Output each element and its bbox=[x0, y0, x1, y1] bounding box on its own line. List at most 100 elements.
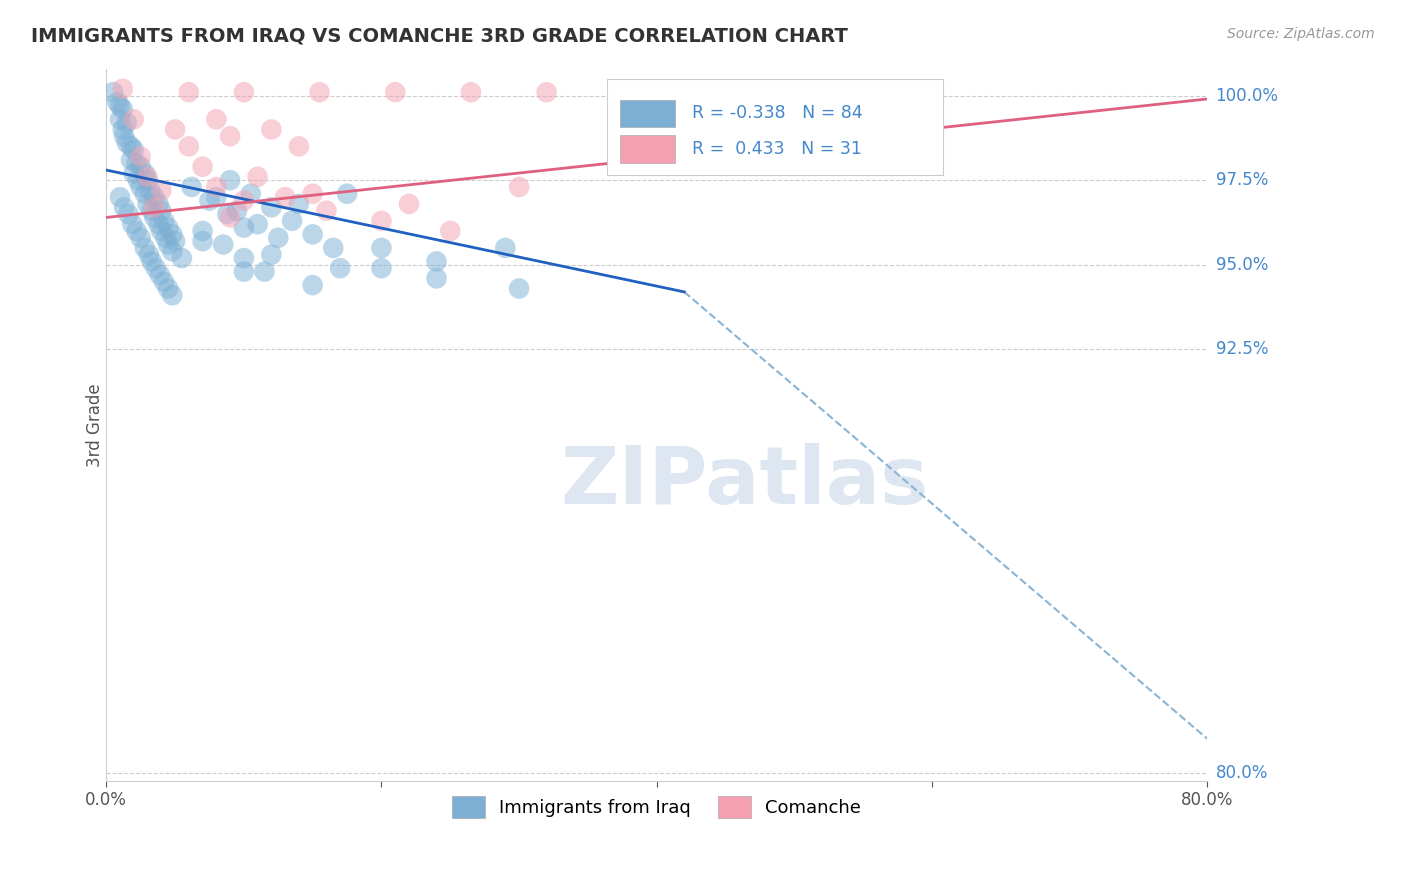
Point bbox=[143, 200, 166, 214]
Point bbox=[108, 190, 131, 204]
Point bbox=[105, 95, 128, 110]
Point bbox=[157, 220, 180, 235]
Point bbox=[232, 251, 254, 265]
Point bbox=[219, 173, 242, 187]
Point bbox=[329, 261, 352, 276]
Point bbox=[139, 183, 162, 197]
Point bbox=[336, 186, 359, 201]
Point bbox=[120, 153, 142, 167]
Point bbox=[425, 254, 447, 268]
Point bbox=[288, 139, 311, 153]
Point bbox=[121, 217, 143, 231]
FancyBboxPatch shape bbox=[620, 136, 675, 162]
Point bbox=[288, 197, 311, 211]
Point bbox=[494, 241, 516, 255]
Point bbox=[162, 244, 184, 259]
Point bbox=[122, 166, 145, 180]
Legend: Immigrants from Iraq, Comanche: Immigrants from Iraq, Comanche bbox=[446, 789, 869, 825]
Point bbox=[232, 85, 254, 99]
Point bbox=[267, 231, 290, 245]
Point bbox=[370, 241, 392, 255]
Point bbox=[226, 203, 249, 218]
Point bbox=[508, 281, 530, 295]
Y-axis label: 3rd Grade: 3rd Grade bbox=[86, 383, 104, 467]
Point bbox=[138, 248, 160, 262]
Point bbox=[260, 200, 283, 214]
Text: 92.5%: 92.5% bbox=[1216, 341, 1268, 359]
Point bbox=[122, 112, 145, 127]
Point bbox=[141, 203, 163, 218]
Point bbox=[136, 169, 159, 184]
Text: Source: ZipAtlas.com: Source: ZipAtlas.com bbox=[1227, 27, 1375, 41]
Point bbox=[205, 180, 228, 194]
Point bbox=[129, 160, 152, 174]
Point bbox=[108, 112, 131, 127]
Point bbox=[260, 122, 283, 136]
Point bbox=[370, 214, 392, 228]
Point bbox=[149, 268, 172, 282]
Point bbox=[177, 139, 200, 153]
Point bbox=[212, 237, 235, 252]
Point bbox=[129, 231, 152, 245]
Point bbox=[205, 112, 228, 127]
Point bbox=[125, 224, 148, 238]
Point bbox=[148, 197, 170, 211]
Point bbox=[134, 241, 156, 255]
Point bbox=[150, 183, 173, 197]
Text: 100.0%: 100.0% bbox=[1216, 87, 1278, 104]
Text: 95.0%: 95.0% bbox=[1216, 256, 1268, 274]
Point bbox=[112, 129, 135, 144]
Point bbox=[129, 180, 152, 194]
Point bbox=[253, 264, 276, 278]
Point bbox=[274, 190, 297, 204]
Point bbox=[180, 180, 202, 194]
Point bbox=[153, 214, 176, 228]
Text: ZIPatlas: ZIPatlas bbox=[561, 442, 929, 521]
Point bbox=[136, 173, 159, 187]
Point bbox=[111, 122, 134, 136]
Point bbox=[134, 166, 156, 180]
Point bbox=[425, 271, 447, 285]
Point bbox=[163, 122, 186, 136]
Point bbox=[136, 197, 159, 211]
Point bbox=[384, 85, 406, 99]
Point bbox=[108, 99, 131, 113]
Point bbox=[141, 254, 163, 268]
Point bbox=[219, 211, 242, 225]
Point bbox=[150, 224, 173, 238]
Point bbox=[162, 227, 184, 242]
Point bbox=[205, 190, 228, 204]
Point bbox=[157, 281, 180, 295]
Point bbox=[398, 197, 420, 211]
Point bbox=[150, 203, 173, 218]
Point bbox=[301, 227, 323, 242]
FancyBboxPatch shape bbox=[607, 79, 943, 176]
Point bbox=[508, 180, 530, 194]
Point bbox=[157, 237, 180, 252]
Point bbox=[155, 231, 177, 245]
Point bbox=[191, 234, 214, 248]
FancyBboxPatch shape bbox=[620, 100, 675, 127]
Point bbox=[170, 251, 193, 265]
Point bbox=[246, 169, 269, 184]
Point bbox=[322, 241, 344, 255]
Point bbox=[460, 85, 482, 99]
Point bbox=[134, 186, 156, 201]
Point bbox=[143, 190, 166, 204]
Point bbox=[115, 116, 138, 130]
Point bbox=[308, 85, 330, 99]
Point bbox=[122, 143, 145, 157]
Point bbox=[315, 203, 337, 218]
Point bbox=[117, 207, 139, 221]
Point bbox=[111, 82, 134, 96]
Point bbox=[673, 85, 696, 99]
Point bbox=[370, 261, 392, 276]
Point bbox=[101, 85, 124, 99]
Point bbox=[301, 186, 323, 201]
Text: 80.0%: 80.0% bbox=[1216, 764, 1268, 781]
Point bbox=[219, 129, 242, 144]
Point bbox=[239, 186, 262, 201]
Point bbox=[217, 207, 239, 221]
Point bbox=[153, 275, 176, 289]
Point bbox=[125, 156, 148, 170]
